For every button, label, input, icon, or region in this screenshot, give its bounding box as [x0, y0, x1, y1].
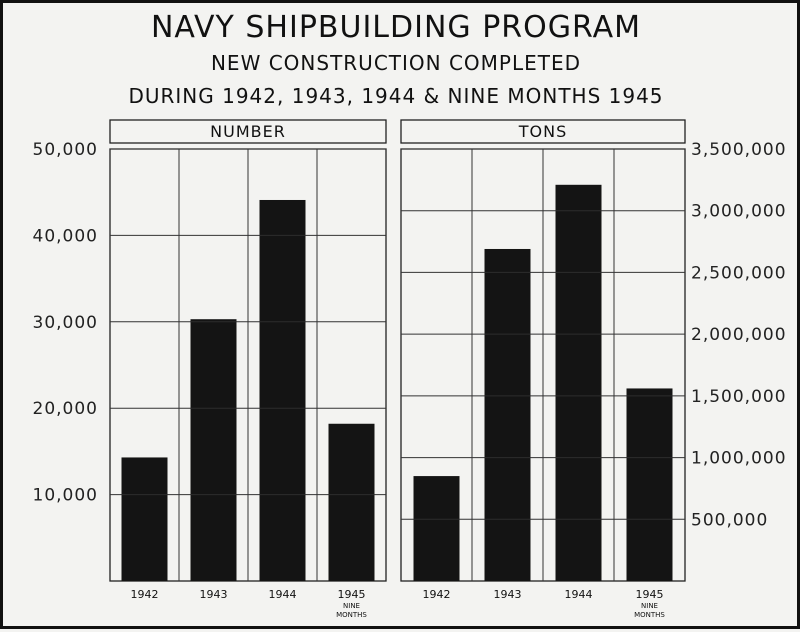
x-tick-label: 1945 — [636, 588, 664, 601]
y-tick-label: 2,500,000 — [691, 263, 787, 283]
x-tick-note: MONTHS — [336, 611, 367, 619]
x-tick-label: 1943 — [200, 588, 228, 601]
y-tick-label: 1,000,000 — [691, 449, 787, 469]
bar-tons-1943 — [484, 248, 531, 581]
bar-tons-1942 — [413, 476, 460, 581]
x-tick-note: MONTHS — [634, 611, 665, 619]
chart-subtitle-line2: DURING 1942, 1943, 1944 & NINE MONTHS 19… — [128, 84, 663, 108]
y-tick-label: 3,500,000 — [691, 140, 787, 160]
chart-title: NAVY SHIPBUILDING PROGRAM — [151, 10, 641, 45]
y-tick-label: 1,500,000 — [691, 387, 787, 407]
y-tick-label: 20,000 — [33, 399, 98, 419]
bar-tons-1945 — [626, 388, 673, 581]
y-tick-label: 40,000 — [33, 226, 98, 246]
panel-header-box — [109, 119, 387, 144]
bar-number-1942 — [121, 457, 168, 581]
chart-canvas: NAVY SHIPBUILDING PROGRAM NEW CONSTRUCTI… — [33, 10, 787, 619]
x-tick-note: NINE — [343, 602, 360, 610]
bar-number-1945 — [328, 423, 375, 581]
y-tick-label: 500,000 — [691, 510, 768, 530]
panel-label: TONS — [518, 122, 568, 141]
x-tick-label: 1945 — [338, 588, 366, 601]
x-tick-label: 1943 — [494, 588, 522, 601]
panel-header-box — [400, 119, 686, 144]
chart-subtitle-line1: NEW CONSTRUCTION COMPLETED — [211, 51, 581, 75]
x-tick-label: 1944 — [269, 588, 297, 601]
y-tick-label: 10,000 — [33, 486, 98, 506]
y-tick-label: 30,000 — [33, 313, 98, 333]
bar-number-1943 — [190, 319, 237, 581]
x-tick-note: NINE — [641, 602, 658, 610]
bar-tons-1944 — [555, 184, 602, 581]
x-tick-label: 1942 — [423, 588, 451, 601]
panel-label: NUMBER — [210, 122, 286, 141]
x-tick-label: 1944 — [565, 588, 593, 601]
y-tick-label: 50,000 — [33, 140, 98, 160]
x-tick-label: 1942 — [131, 588, 159, 601]
y-tick-label: 2,000,000 — [691, 325, 787, 345]
y-tick-label: 3,000,000 — [691, 202, 787, 222]
bar-number-1944 — [259, 199, 306, 581]
